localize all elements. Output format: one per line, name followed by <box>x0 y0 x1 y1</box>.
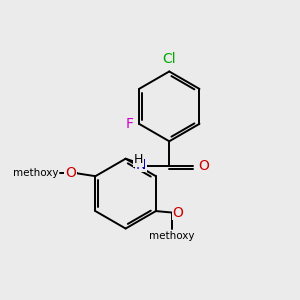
Text: Cl: Cl <box>162 52 176 66</box>
Text: methoxy: methoxy <box>149 231 195 242</box>
Text: O: O <box>65 166 76 180</box>
Text: O: O <box>198 159 208 173</box>
Text: methoxy: methoxy <box>13 168 58 178</box>
Text: H: H <box>134 153 143 166</box>
Text: N: N <box>136 158 146 172</box>
Text: O: O <box>172 206 183 220</box>
Text: F: F <box>126 117 134 131</box>
